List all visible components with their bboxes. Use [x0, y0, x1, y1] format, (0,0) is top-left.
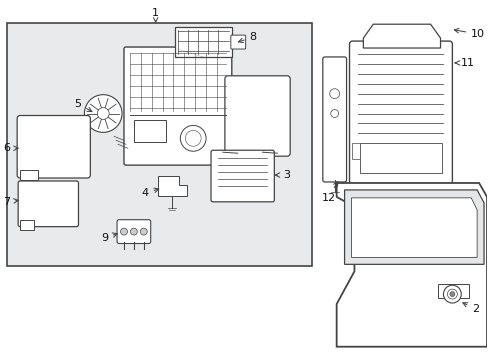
Bar [175, 27, 232, 57]
Circle shape [330, 89, 340, 99]
Circle shape [185, 130, 201, 146]
Text: 9: 9 [101, 233, 117, 243]
Text: 10: 10 [454, 28, 485, 39]
Polygon shape [20, 170, 38, 180]
Text: 3: 3 [275, 170, 290, 180]
Circle shape [84, 95, 122, 132]
Circle shape [140, 228, 147, 235]
FancyBboxPatch shape [225, 76, 290, 156]
FancyBboxPatch shape [231, 35, 245, 49]
FancyBboxPatch shape [18, 181, 78, 227]
Circle shape [180, 125, 206, 151]
FancyBboxPatch shape [323, 57, 346, 182]
Polygon shape [364, 24, 441, 48]
Circle shape [98, 108, 109, 120]
Text: 8: 8 [239, 32, 257, 42]
Circle shape [130, 228, 137, 235]
Polygon shape [20, 220, 34, 230]
Text: 11: 11 [455, 58, 475, 68]
Circle shape [447, 289, 457, 299]
Text: 12: 12 [321, 181, 338, 203]
Polygon shape [351, 198, 477, 257]
Text: 5: 5 [74, 99, 92, 112]
Text: 4: 4 [142, 188, 159, 198]
Text: 6: 6 [3, 143, 18, 153]
Text: 7: 7 [3, 197, 18, 207]
FancyBboxPatch shape [349, 41, 452, 184]
Bar [361, 143, 441, 173]
Bar [438, 284, 469, 298]
Circle shape [443, 285, 461, 303]
FancyBboxPatch shape [117, 220, 151, 243]
Circle shape [121, 228, 127, 235]
Circle shape [331, 109, 339, 117]
Bar [134, 121, 166, 142]
Polygon shape [344, 190, 484, 264]
FancyBboxPatch shape [124, 47, 232, 165]
FancyBboxPatch shape [211, 150, 274, 202]
Polygon shape [158, 176, 187, 196]
Polygon shape [352, 143, 361, 159]
Polygon shape [337, 183, 487, 347]
FancyBboxPatch shape [7, 23, 312, 266]
Text: 2: 2 [463, 303, 479, 314]
Text: 1: 1 [152, 8, 159, 22]
Circle shape [450, 292, 455, 297]
FancyBboxPatch shape [17, 116, 90, 178]
